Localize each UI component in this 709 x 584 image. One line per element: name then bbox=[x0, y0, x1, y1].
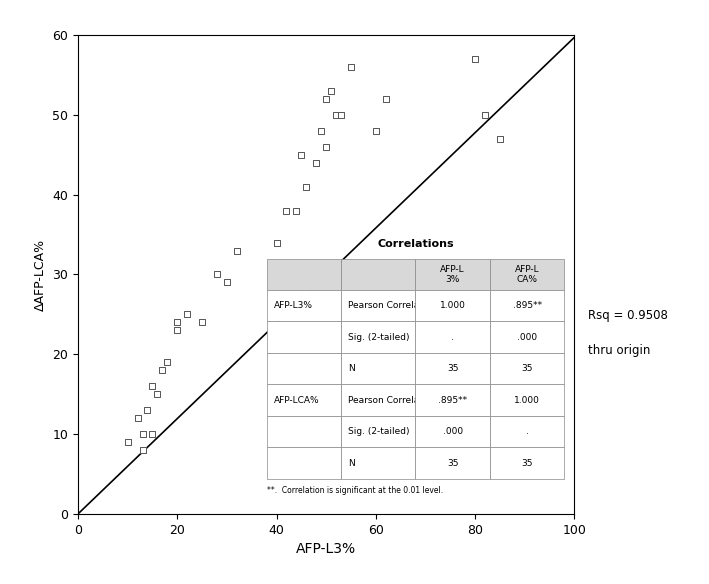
Point bbox=[147, 429, 158, 439]
Point bbox=[316, 126, 327, 135]
Point bbox=[147, 381, 158, 391]
Point bbox=[291, 206, 302, 215]
Point bbox=[281, 206, 292, 215]
Point bbox=[479, 110, 491, 120]
Point bbox=[320, 142, 332, 151]
Point bbox=[182, 310, 193, 319]
Text: thru origin: thru origin bbox=[588, 344, 651, 357]
Point bbox=[172, 326, 183, 335]
Point bbox=[330, 110, 342, 120]
Point bbox=[320, 94, 332, 103]
Point bbox=[296, 150, 307, 159]
Point bbox=[137, 429, 148, 439]
Point bbox=[157, 366, 168, 375]
Point bbox=[211, 270, 223, 279]
Point bbox=[142, 405, 153, 415]
Point bbox=[469, 54, 481, 64]
Point bbox=[152, 390, 163, 399]
Point bbox=[137, 446, 148, 455]
Y-axis label: ΔAFP-LCA%: ΔAFP-LCA% bbox=[34, 238, 47, 311]
Text: **.  Correlation is significant at the 0.01 level.: **. Correlation is significant at the 0.… bbox=[267, 486, 442, 495]
Point bbox=[301, 182, 312, 192]
Point bbox=[494, 134, 506, 144]
Point bbox=[325, 86, 337, 96]
Point bbox=[335, 110, 347, 120]
Point bbox=[172, 318, 183, 327]
Point bbox=[162, 357, 173, 367]
Point bbox=[231, 246, 242, 255]
Point bbox=[370, 126, 381, 135]
Point bbox=[380, 94, 391, 103]
Point bbox=[221, 278, 233, 287]
Point bbox=[311, 158, 322, 168]
Text: Rsq = 0.9508: Rsq = 0.9508 bbox=[588, 309, 669, 322]
X-axis label: AFP-L3%: AFP-L3% bbox=[296, 542, 356, 556]
Point bbox=[345, 62, 357, 72]
Point bbox=[122, 437, 133, 447]
Point bbox=[132, 413, 143, 423]
Text: Correlations: Correlations bbox=[377, 239, 454, 249]
Point bbox=[196, 318, 208, 327]
Point bbox=[271, 238, 282, 247]
